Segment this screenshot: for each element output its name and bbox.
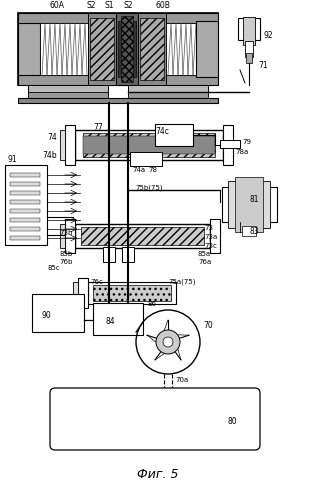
Text: 74: 74 xyxy=(47,134,57,142)
Text: S2: S2 xyxy=(123,2,133,11)
Bar xyxy=(245,41,253,57)
Text: 90: 90 xyxy=(42,312,52,320)
Bar xyxy=(18,13,218,23)
Bar xyxy=(128,85,208,95)
Text: 70: 70 xyxy=(203,320,213,330)
Bar xyxy=(40,23,88,75)
Bar xyxy=(75,224,210,248)
Text: 74c: 74c xyxy=(155,128,169,136)
Circle shape xyxy=(156,330,180,354)
Text: 85a: 85a xyxy=(198,251,211,257)
Bar xyxy=(83,133,215,157)
Bar xyxy=(81,227,204,245)
Text: 60A: 60A xyxy=(50,2,65,11)
Bar xyxy=(18,13,218,85)
Bar xyxy=(122,247,134,262)
Bar xyxy=(32,294,84,332)
Bar xyxy=(166,23,214,75)
Bar xyxy=(75,130,223,160)
Text: 71: 71 xyxy=(258,60,268,70)
Text: 73: 73 xyxy=(204,225,213,231)
Text: 76b: 76b xyxy=(60,259,73,265)
Bar xyxy=(246,53,252,63)
Text: 74a: 74a xyxy=(132,167,145,173)
FancyBboxPatch shape xyxy=(50,388,260,450)
Bar xyxy=(18,21,40,77)
Text: 77: 77 xyxy=(93,124,103,132)
Bar xyxy=(93,303,143,335)
Bar xyxy=(5,165,47,245)
Text: 78a: 78a xyxy=(235,149,248,155)
Bar xyxy=(243,17,255,45)
Bar xyxy=(220,140,240,148)
Bar xyxy=(88,282,176,304)
Circle shape xyxy=(163,337,173,347)
Bar xyxy=(228,181,270,228)
Bar xyxy=(223,125,233,165)
Bar xyxy=(128,92,208,100)
Bar xyxy=(10,236,40,240)
Bar xyxy=(60,224,65,248)
Bar xyxy=(88,13,116,85)
Bar xyxy=(196,21,218,77)
Text: 85b: 85b xyxy=(60,251,73,257)
Bar xyxy=(83,136,215,154)
Bar xyxy=(10,191,40,195)
Text: 76c: 76c xyxy=(90,279,103,285)
Text: Фиг. 5: Фиг. 5 xyxy=(137,468,179,481)
Text: 85c: 85c xyxy=(48,265,61,271)
Bar xyxy=(238,18,260,40)
Text: 84: 84 xyxy=(105,318,115,326)
Text: 73a: 73a xyxy=(204,234,217,240)
Bar xyxy=(60,130,65,160)
Text: S2: S2 xyxy=(86,2,96,11)
Bar xyxy=(242,226,256,236)
Text: 73c: 73c xyxy=(204,243,217,249)
Bar xyxy=(18,75,218,85)
Bar xyxy=(93,285,171,301)
Text: 92: 92 xyxy=(263,32,273,40)
Text: 74b: 74b xyxy=(42,150,57,160)
Bar xyxy=(10,182,40,186)
Text: 86: 86 xyxy=(148,301,157,307)
Bar xyxy=(28,92,108,100)
Text: S1: S1 xyxy=(104,2,114,11)
Bar xyxy=(222,187,277,222)
Text: 80: 80 xyxy=(228,418,238,426)
Bar xyxy=(65,125,75,165)
Bar xyxy=(28,85,108,95)
Bar xyxy=(138,13,166,85)
Text: 70a: 70a xyxy=(175,377,188,383)
Bar xyxy=(10,227,40,231)
Text: 60B: 60B xyxy=(155,2,170,11)
Bar xyxy=(10,209,40,213)
Bar xyxy=(10,218,40,222)
Text: 73b: 73b xyxy=(60,230,73,236)
Bar xyxy=(18,98,218,103)
Text: 76a: 76a xyxy=(198,259,211,265)
Text: 83: 83 xyxy=(250,228,260,236)
Bar xyxy=(103,247,115,262)
Bar xyxy=(121,16,133,82)
Bar xyxy=(155,124,193,146)
Bar xyxy=(118,21,136,77)
Text: 75a(75): 75a(75) xyxy=(168,279,196,285)
Bar xyxy=(90,18,114,80)
Text: 75b(75): 75b(75) xyxy=(135,184,163,191)
Text: 81: 81 xyxy=(250,196,260,204)
Bar xyxy=(65,219,75,253)
Bar xyxy=(235,177,263,232)
Bar xyxy=(10,200,40,204)
Bar xyxy=(10,173,40,177)
Text: 91: 91 xyxy=(8,156,18,164)
Bar xyxy=(78,278,88,308)
Bar xyxy=(140,18,164,80)
Bar xyxy=(210,219,220,253)
Text: 78: 78 xyxy=(148,167,157,173)
Bar xyxy=(73,282,78,304)
Text: 79: 79 xyxy=(242,139,251,145)
Bar xyxy=(130,152,162,166)
Bar xyxy=(116,13,138,85)
